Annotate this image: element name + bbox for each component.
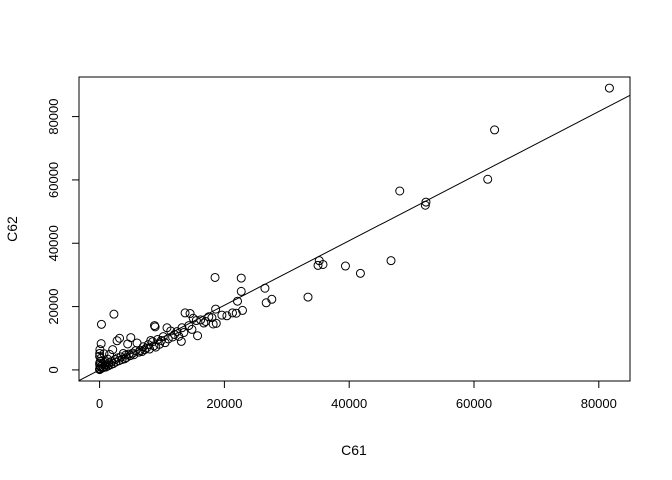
y-axis-title: C62	[4, 216, 20, 242]
data-point	[176, 336, 186, 346]
data-point	[162, 323, 172, 333]
data-point	[236, 286, 246, 296]
data-point	[222, 311, 232, 321]
data-point	[96, 339, 106, 349]
data-point	[211, 304, 221, 314]
plot-frame	[78, 76, 631, 382]
data-point	[150, 321, 160, 331]
data-point	[395, 186, 405, 196]
x-tick-label: 40000	[331, 396, 367, 411]
data-point	[261, 298, 271, 308]
data-point	[211, 318, 221, 328]
data-point	[193, 331, 203, 341]
data-point	[109, 309, 119, 319]
y-tick-label: 40000	[46, 225, 61, 261]
data-point	[96, 353, 106, 363]
data-point	[108, 345, 118, 355]
data-point	[128, 348, 138, 358]
y-axis: 0 20000 40000 60000 80000	[46, 99, 80, 374]
data-point	[313, 260, 323, 270]
data-point	[168, 332, 178, 342]
data-point	[188, 313, 198, 323]
data-point	[123, 339, 133, 349]
data-point	[180, 308, 190, 318]
data-point	[217, 310, 227, 320]
data-point	[135, 345, 145, 355]
data-point	[185, 309, 195, 319]
x-axis: 0 20000 40000 60000 80000	[96, 380, 617, 411]
data-point	[236, 273, 246, 283]
data-point	[95, 358, 105, 368]
data-point	[340, 261, 350, 271]
data-point	[174, 331, 184, 341]
data-point	[115, 333, 125, 343]
data-point	[237, 305, 247, 315]
data-point	[490, 125, 500, 135]
y-tick-label: 80000	[46, 99, 61, 135]
data-point	[112, 336, 122, 346]
data-point	[355, 268, 365, 278]
data-point	[95, 345, 105, 355]
y-tick-label: 60000	[46, 162, 61, 198]
x-axis-title: C61	[341, 442, 367, 458]
data-point	[96, 319, 106, 329]
y-tick-label: 0	[46, 366, 61, 373]
data-point	[604, 83, 614, 93]
data-point	[210, 272, 220, 282]
data-point	[421, 197, 431, 207]
data-point	[191, 316, 201, 326]
data-point	[95, 348, 105, 358]
x-tick-label: 20000	[206, 396, 242, 411]
data-point	[131, 346, 141, 356]
data-point	[105, 349, 115, 359]
data-point	[201, 316, 211, 326]
data-point	[386, 256, 396, 266]
data-point	[231, 308, 241, 318]
x-tick-label: 80000	[581, 396, 617, 411]
data-point	[483, 174, 493, 184]
data-point	[95, 365, 105, 375]
regression-line	[78, 94, 631, 382]
data-point	[95, 351, 105, 361]
data-point	[303, 292, 313, 302]
data-point	[204, 312, 214, 322]
data-point	[232, 296, 242, 306]
data-point	[228, 308, 238, 318]
x-tick-label: 60000	[456, 396, 492, 411]
x-tick-label: 0	[96, 396, 103, 411]
y-tick-label: 20000	[46, 289, 61, 325]
scatter-points	[95, 83, 614, 375]
data-point	[148, 337, 158, 347]
